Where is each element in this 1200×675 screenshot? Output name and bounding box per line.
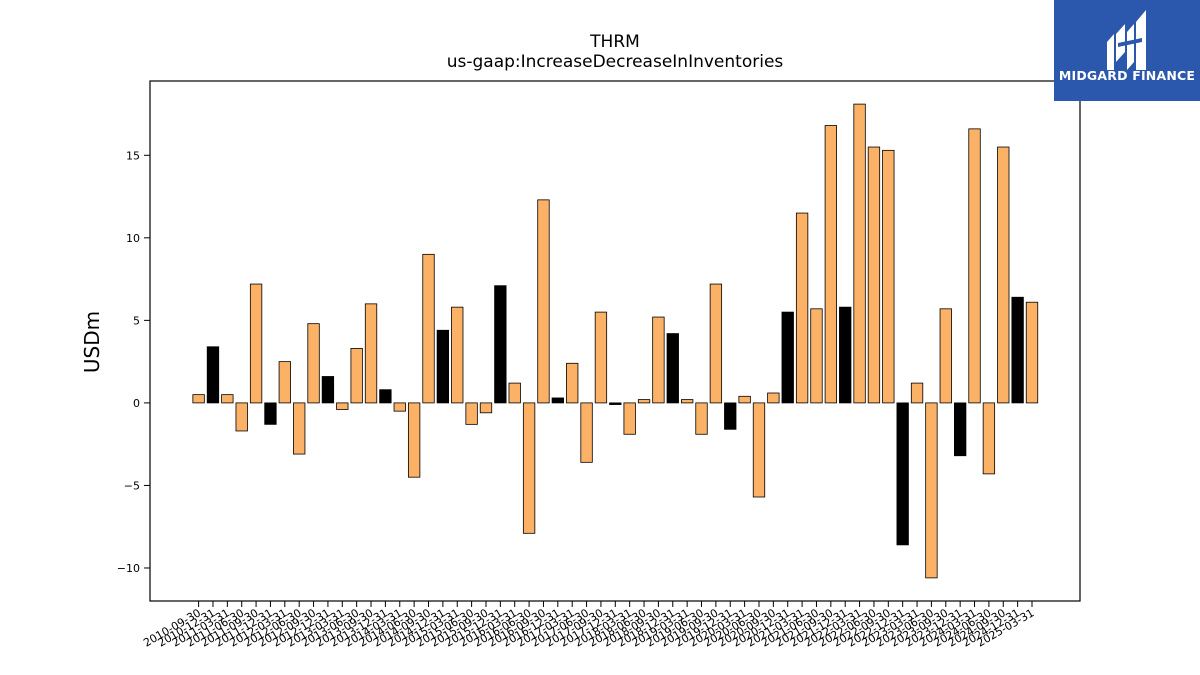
brand-logo: MIDGARD FINANCE bbox=[1054, 0, 1200, 101]
bar bbox=[954, 402, 967, 457]
bar bbox=[451, 306, 464, 404]
bar bbox=[594, 311, 608, 404]
bar bbox=[350, 348, 363, 404]
bar bbox=[192, 394, 205, 404]
bar bbox=[379, 389, 392, 404]
bar bbox=[752, 402, 766, 498]
bar bbox=[939, 308, 952, 404]
bar bbox=[522, 402, 536, 534]
bar bbox=[307, 323, 320, 404]
bar bbox=[968, 128, 981, 404]
bar bbox=[997, 146, 1010, 404]
bar bbox=[221, 394, 234, 404]
bar bbox=[436, 329, 450, 404]
bar bbox=[393, 402, 406, 412]
bar bbox=[896, 402, 909, 546]
y-axis-label: USDm bbox=[80, 310, 104, 374]
bar bbox=[781, 311, 794, 404]
bar bbox=[1011, 296, 1024, 404]
logo-mark-icon bbox=[1107, 10, 1146, 70]
y-tick-label: −10 bbox=[117, 562, 140, 575]
bar bbox=[206, 346, 220, 404]
bar bbox=[853, 103, 866, 404]
bar bbox=[925, 402, 938, 579]
y-tick-label: −5 bbox=[124, 479, 140, 492]
bar bbox=[580, 402, 593, 463]
bar bbox=[637, 399, 651, 404]
bar bbox=[293, 402, 306, 455]
bar bbox=[982, 402, 996, 475]
logo-text: MIDGARD FINANCE bbox=[1058, 68, 1196, 83]
bar bbox=[508, 382, 521, 404]
bar bbox=[738, 395, 751, 404]
bar bbox=[551, 397, 564, 404]
bar bbox=[795, 212, 809, 404]
bar bbox=[666, 333, 679, 404]
bar bbox=[681, 399, 694, 404]
bar bbox=[623, 402, 636, 435]
bar bbox=[422, 253, 435, 404]
bar bbox=[364, 303, 378, 404]
bar bbox=[652, 316, 665, 404]
bar bbox=[709, 283, 723, 404]
bar bbox=[278, 361, 291, 404]
y-tick-label: 10 bbox=[126, 232, 140, 245]
bar bbox=[407, 402, 421, 478]
bar bbox=[537, 199, 550, 404]
bar bbox=[882, 149, 895, 404]
bar bbox=[609, 402, 622, 405]
bar bbox=[824, 125, 837, 404]
y-tick-label: 0 bbox=[133, 397, 140, 410]
bar bbox=[695, 402, 708, 435]
bar bbox=[479, 402, 493, 414]
chart-title: THRM bbox=[590, 32, 640, 52]
bar bbox=[839, 306, 852, 404]
bar bbox=[235, 402, 248, 432]
bar bbox=[566, 362, 579, 404]
bar bbox=[321, 376, 335, 404]
bar bbox=[1025, 301, 1039, 404]
chart-subtitle: us-gaap:IncreaseDecreaseInInventories bbox=[446, 52, 784, 72]
x-axis: 2010-09-302010-12-312011-03-312011-06-30… bbox=[141, 601, 1037, 650]
bar bbox=[724, 402, 737, 430]
bars-group bbox=[192, 103, 1039, 579]
bar bbox=[810, 308, 823, 404]
y-tick-label: 5 bbox=[133, 314, 140, 327]
bar bbox=[910, 382, 924, 404]
bar bbox=[767, 392, 780, 404]
bar bbox=[336, 402, 349, 410]
bar bbox=[465, 402, 478, 425]
bar bbox=[249, 283, 263, 404]
bar bbox=[494, 285, 507, 404]
y-tick-label: 15 bbox=[126, 149, 140, 162]
bar bbox=[264, 402, 277, 425]
y-axis: −10 −5 0 5 10 15 bbox=[117, 149, 150, 575]
bar bbox=[867, 146, 881, 404]
